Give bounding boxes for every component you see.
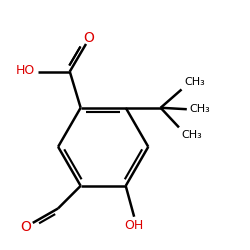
Text: HO: HO [16,64,35,78]
Text: O: O [20,220,31,234]
Text: OH: OH [124,219,144,232]
Text: CH₃: CH₃ [181,130,202,140]
Text: O: O [83,30,94,44]
Text: CH₃: CH₃ [184,77,205,87]
Text: CH₃: CH₃ [189,104,210,114]
